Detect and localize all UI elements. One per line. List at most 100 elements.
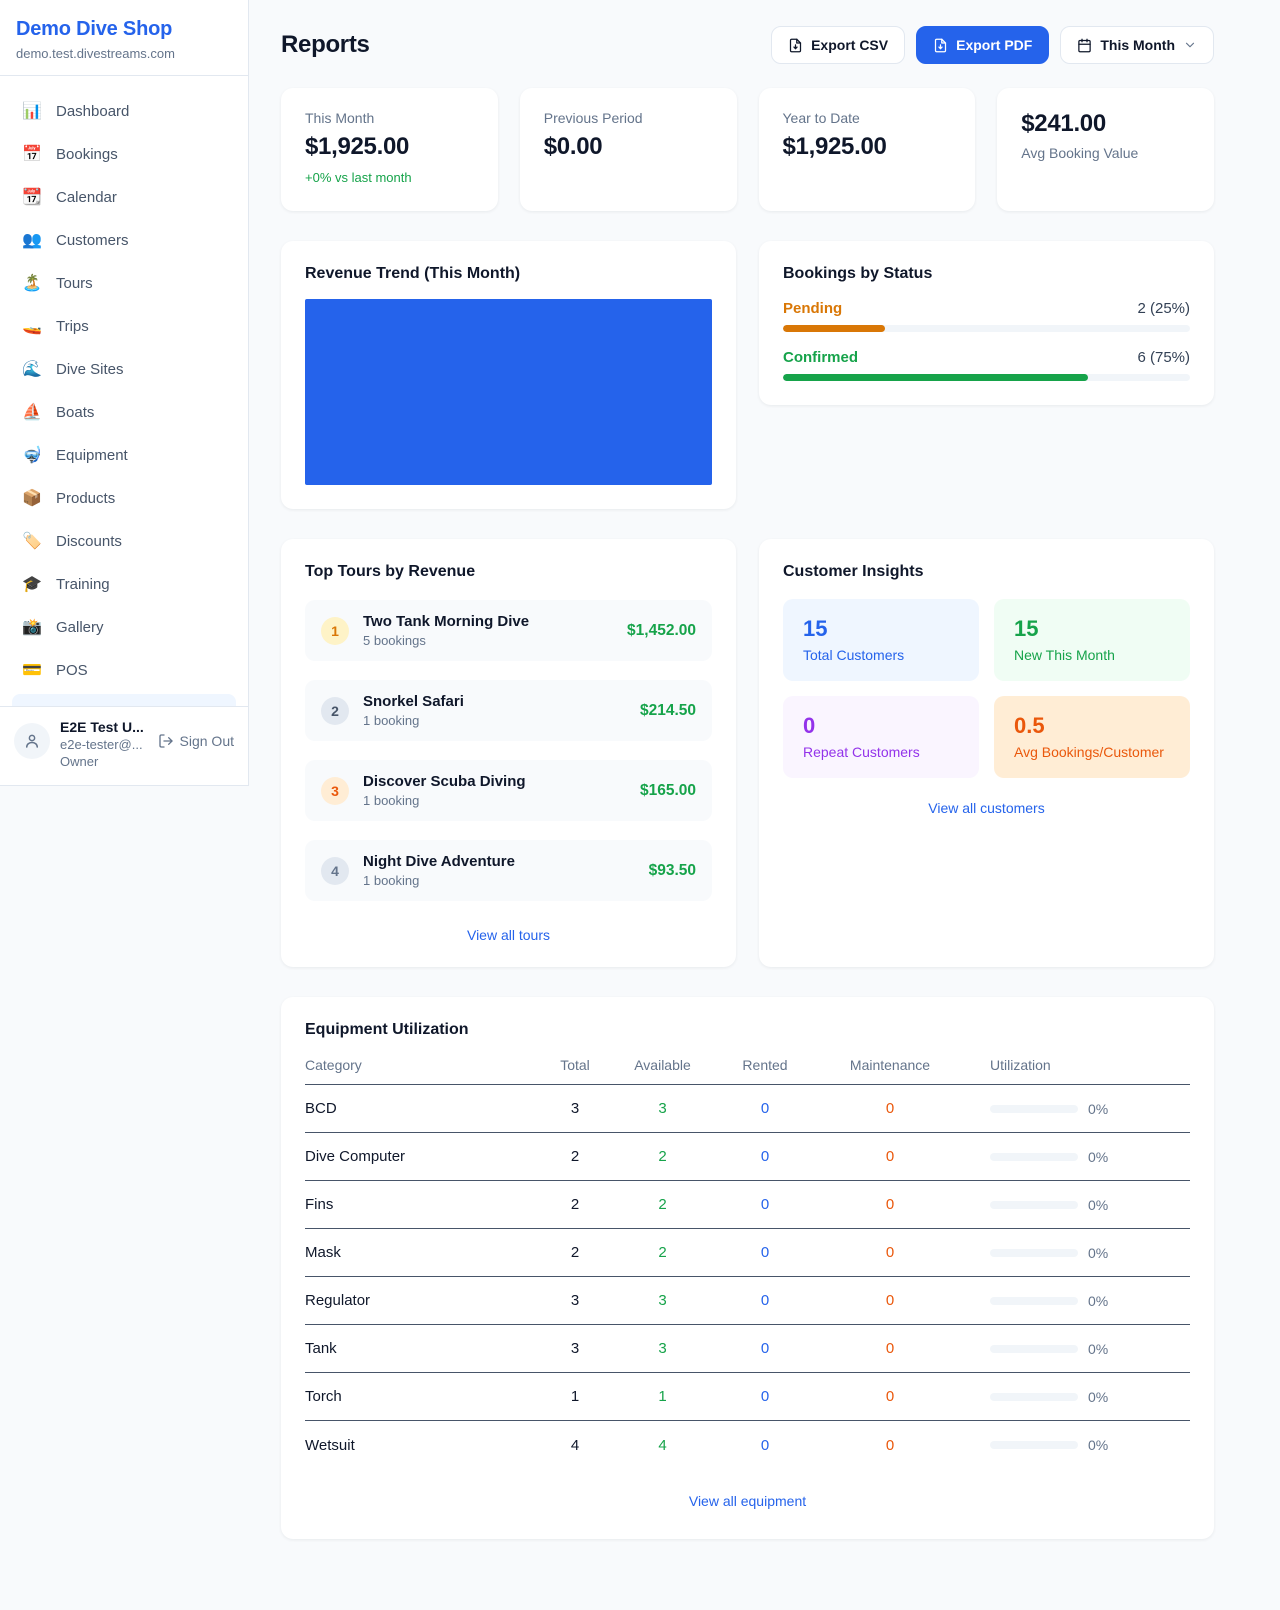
tour-row: 3 Discover Scuba Diving 1 booking $165.0… — [305, 760, 712, 821]
column-header: Available — [634, 1057, 691, 1073]
file-download-icon — [789, 38, 802, 52]
sidebar-item-customers[interactable]: 👥 Customers — [12, 221, 236, 259]
user-icon — [26, 734, 38, 748]
equipment-utilization: 0% — [960, 1389, 1190, 1405]
sign-out-label: Sign Out — [179, 733, 234, 749]
equipment-table-body: BCD 3 3 0 0 0% Dive Computer 2 2 — [305, 1085, 1190, 1469]
view-all-tours-link[interactable]: View all tours — [466, 927, 550, 943]
equipment-utilization: 0% — [960, 1437, 1190, 1453]
equipment-maintenance: 0 — [885, 1148, 895, 1165]
equipment-maintenance: 0 — [885, 1244, 895, 1261]
sidebar-item-calendar[interactable]: 📆 Calendar — [12, 178, 236, 216]
page-header: Reports Export CSV Export PDF This Month — [281, 26, 1214, 64]
insight-value: 0.5 — [1014, 713, 1045, 738]
equipment-utilization: 0% — [960, 1245, 1190, 1261]
sidebar-item-reports-active-partial[interactable] — [12, 694, 236, 706]
sidebar-item-tours[interactable]: 🏝️ Tours — [12, 264, 236, 302]
equipment-category: Fins — [305, 1196, 334, 1213]
stat-previous-period: Previous Period $0.00 — [519, 88, 737, 211]
sidebar-item-boats[interactable]: ⛵ Boats — [12, 393, 236, 431]
sidebar: Demo Dive Shop demo.test.divestreams.com… — [0, 0, 249, 786]
charts-row: Revenue Trend (This Month) Bookings by S… — [281, 241, 1214, 509]
sidebar-item-equipment[interactable]: 🤿 Equipment — [12, 436, 236, 474]
tour-name: Snorkel Safari — [363, 693, 464, 710]
equipment-total: 4 — [570, 1436, 580, 1454]
utilization-label: 0% — [1088, 1292, 1109, 1309]
tour-revenue: $165.00 — [639, 781, 696, 799]
customer-insights-card: Customer Insights 15 Total Customers 15 … — [759, 539, 1214, 967]
stat-value: $0.00 — [543, 133, 603, 160]
tour-bookings: 1 booking — [363, 713, 420, 728]
rank-badge: 1 — [321, 616, 349, 645]
package-icon: 📦 — [22, 490, 42, 507]
sidebar-header: Demo Dive Shop demo.test.divestreams.com — [0, 0, 248, 76]
equipment-rented: 0 — [760, 1196, 770, 1213]
sidebar-item-label: Customers — [56, 231, 129, 249]
sidebar-item-dive-sites[interactable]: 🌊 Dive Sites — [12, 350, 236, 388]
equipment-total: 2 — [570, 1244, 580, 1261]
equipment-maintenance: 0 — [885, 1196, 895, 1213]
insight-label: Total Customers — [803, 647, 905, 663]
status-label: Confirmed — [783, 349, 858, 366]
speedboat-icon: 🚤 — [22, 318, 42, 335]
sidebar-item-label: Equipment — [56, 446, 128, 464]
table-row: Fins 2 2 0 0 0% — [305, 1181, 1190, 1229]
sidebar-item-bookings[interactable]: 📅 Bookings — [12, 135, 236, 173]
column-header: Category — [305, 1057, 362, 1073]
stat-this-month: This Month $1,925.00 +0% vs last month — [281, 88, 498, 211]
view-all-customers-link[interactable]: View all customers — [928, 800, 1045, 816]
utilization-label: 0% — [1088, 1340, 1109, 1357]
utilization-bar-track — [990, 1200, 1078, 1209]
table-row: Mask 2 2 0 0 0% — [305, 1229, 1190, 1277]
equipment-total: 3 — [570, 1292, 580, 1309]
sidebar-item-discounts[interactable]: 🏷️ Discounts — [12, 522, 236, 560]
stat-label: Previous Period — [543, 110, 643, 126]
equipment-available: 2 — [658, 1148, 667, 1165]
period-select[interactable]: This Month — [1060, 26, 1214, 64]
shop-name[interactable]: Demo Dive Shop — [16, 18, 173, 40]
customer-insights-title: Customer Insights — [783, 563, 924, 580]
sidebar-item-label: Dive Sites — [56, 360, 124, 378]
utilization-bar-track — [990, 1248, 1078, 1257]
utilization-label: 0% — [1088, 1100, 1109, 1117]
equipment-rented: 0 — [760, 1340, 770, 1357]
camera-icon: 📸 — [22, 619, 42, 636]
equipment-table: Category Total Available Rented Maintena… — [305, 1057, 1190, 1469]
sidebar-item-training[interactable]: 🎓 Training — [12, 565, 236, 603]
utilization-label: 0% — [1088, 1437, 1109, 1453]
revenue-trend-title: Revenue Trend (This Month) — [305, 265, 521, 282]
rank-badge: 4 — [321, 856, 349, 885]
view-all-equipment-link[interactable]: View all equipment — [688, 1493, 807, 1509]
sidebar-item-trips[interactable]: 🚤 Trips — [12, 307, 236, 345]
sidebar-item-products[interactable]: 📦 Products — [12, 479, 236, 517]
equipment-total: 1 — [570, 1388, 580, 1405]
sidebar-item-label: Discounts — [56, 532, 122, 550]
utilization-bar-track — [990, 1104, 1078, 1113]
insight-avg-bookings: 0.5 Avg Bookings/Customer — [994, 696, 1190, 778]
table-row: BCD 3 3 0 0 0% — [305, 1085, 1190, 1133]
rank-badge: 3 — [321, 776, 349, 805]
sidebar-item-gallery[interactable]: 📸 Gallery — [12, 608, 236, 646]
sidebar-item-dashboard[interactable]: 📊 Dashboard — [12, 92, 236, 130]
equipment-maintenance: 0 — [885, 1340, 895, 1357]
utilization-bar-track — [990, 1344, 1078, 1353]
utilization-label: 0% — [1088, 1196, 1109, 1213]
equipment-utilization-title: Equipment Utilization — [305, 1021, 469, 1038]
stats-row: This Month $1,925.00 +0% vs last month P… — [281, 88, 1214, 211]
equipment-total: 2 — [570, 1148, 580, 1165]
export-csv-button[interactable]: Export CSV — [771, 26, 906, 64]
people-icon: 👥 — [22, 232, 42, 249]
equipment-rented: 0 — [760, 1100, 770, 1117]
utilization-bar-track — [990, 1392, 1078, 1401]
sidebar-item-pos[interactable]: 💳 POS — [12, 651, 236, 689]
diving-mask-icon: 🤿 — [22, 447, 42, 464]
sidebar-item-label: POS — [56, 661, 88, 679]
sidebar-item-label: Training — [56, 575, 110, 593]
sign-out-button[interactable]: Sign Out — [158, 733, 234, 749]
equipment-utilization: 0% — [960, 1341, 1190, 1357]
tour-bookings: 5 bookings — [363, 633, 426, 648]
utilization-bar-track — [990, 1152, 1078, 1161]
export-pdf-button[interactable]: Export PDF — [916, 26, 1050, 64]
equipment-category: Dive Computer — [305, 1148, 406, 1165]
equipment-rented: 0 — [760, 1388, 770, 1405]
